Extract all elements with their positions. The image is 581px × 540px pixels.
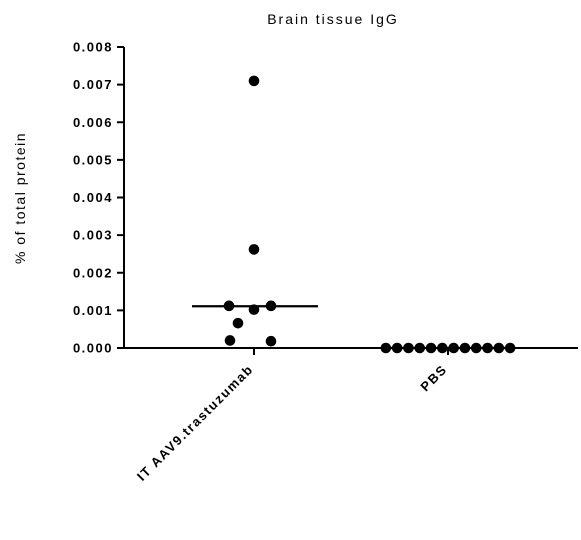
data-point — [249, 76, 260, 87]
y-tick-label: 0.003 — [73, 228, 113, 243]
y-tick-label: 0.006 — [73, 115, 113, 130]
data-point — [225, 335, 236, 346]
y-tick-label: 0.007 — [73, 77, 113, 92]
y-tick-label: 0.004 — [73, 190, 113, 205]
y-ticks: 0.000 0.001 0.002 0.003 0.004 0.005 0.006 0.007… — [73, 40, 124, 356]
y-tick-label: 0.008 — [73, 40, 113, 55]
x-tick-label: PBS — [417, 362, 450, 395]
y-tick-label: 0.005 — [73, 152, 113, 167]
x-ticks: IT AAV9.trastuzumab PBS — [134, 348, 450, 484]
y-tick-label: 0.001 — [73, 303, 113, 318]
data-points — [192, 76, 515, 354]
data-point — [249, 244, 260, 255]
x-tick-label: IT AAV9.trastuzumab — [134, 362, 256, 484]
y-tick-label: 0.002 — [73, 265, 113, 280]
y-tick-label: 0.000 — [73, 341, 113, 356]
chart-title: Brain tissue IgG — [267, 11, 399, 27]
data-point — [233, 318, 244, 329]
data-point — [266, 336, 277, 347]
axes — [123, 47, 578, 349]
y-axis-label: % of total protein — [12, 132, 28, 264]
